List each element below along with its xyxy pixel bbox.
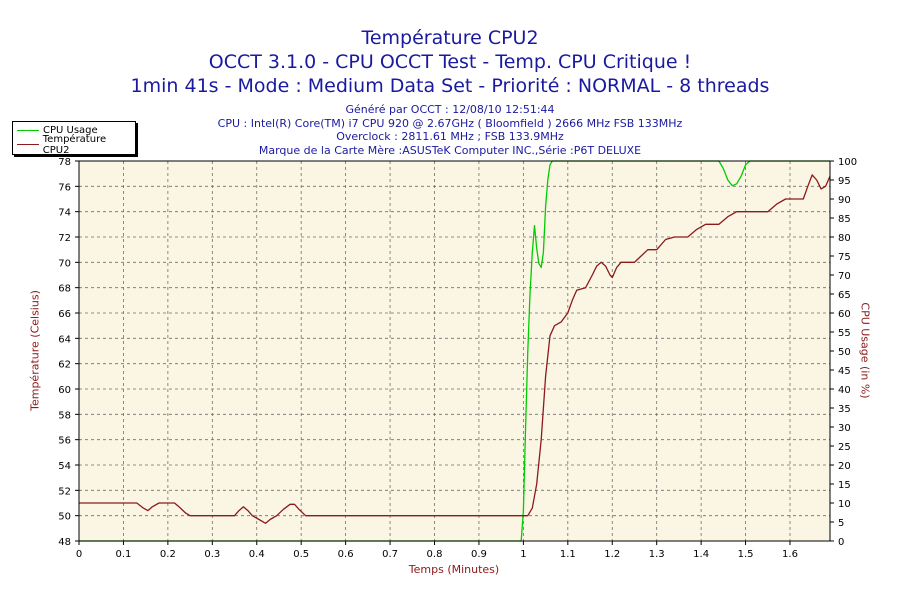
- y-left-tick-label: 72: [58, 233, 71, 244]
- y-right-tick-label: 80: [838, 233, 851, 244]
- y-left-tick-label: 74: [58, 208, 71, 219]
- x-tick-label: 1.1: [560, 549, 576, 560]
- x-tick-label: 0.6: [338, 549, 354, 560]
- x-tick-label: 1.3: [649, 549, 665, 560]
- x-tick-label: 0.1: [115, 549, 131, 560]
- info-generated: Généré par OCCT : 12/08/10 12:51:44: [345, 103, 555, 116]
- y-right-tick-label: 35: [838, 404, 851, 415]
- chart-title: Température CPU2: [361, 27, 539, 49]
- y-right-tick-label: 60: [838, 309, 851, 320]
- y-left-tick-label: 60: [58, 385, 71, 396]
- y-left-tick-label: 48: [58, 537, 71, 548]
- y-right-tick-label: 40: [838, 385, 851, 396]
- x-tick-label: 1: [520, 549, 526, 560]
- y-right-tick-label: 45: [838, 366, 851, 377]
- chart-legend: CPU Usage Température CPU2: [12, 121, 136, 156]
- y-right-tick-label: 65: [838, 290, 851, 301]
- y-left-tick-label: 66: [58, 309, 71, 320]
- x-tick-label: 1.2: [604, 549, 620, 560]
- y-left-tick-label: 52: [58, 486, 71, 497]
- y-right-tick-labels: 0 5 10 15 20 25 30 35 40 45 50 55 60 65 70 75 80 85 90 95 10…: [838, 157, 857, 548]
- y-right-tick-label: 0: [838, 537, 844, 548]
- y-right-tick-label: 90: [838, 195, 851, 206]
- y-left-tick-label: 62: [58, 360, 71, 371]
- x-tick-label: 0.8: [427, 549, 443, 560]
- legend-swatch-cpu-usage: [17, 130, 39, 131]
- x-tick-label: 1.5: [738, 549, 754, 560]
- y-left-tick-label: 56: [58, 436, 71, 447]
- y-left-tick-label: 64: [58, 334, 71, 345]
- x-tick-label: 0.9: [471, 549, 487, 560]
- y-right-tick-label: 15: [838, 480, 851, 491]
- chart-titles: Température CPU2 OCCT 3.1.0 - CPU OCCT T…: [0, 26, 900, 98]
- legend-item-cpu-usage: CPU Usage: [17, 124, 98, 137]
- y-left-tick-label: 50: [58, 512, 71, 523]
- x-tick-label: 1.4: [693, 549, 709, 560]
- y-right-tick-label: 100: [838, 157, 857, 168]
- x-axis-label: Temps (Minutes): [408, 563, 499, 576]
- legend-swatch-temperature: [17, 144, 39, 145]
- y-right-tick-label: 95: [838, 176, 851, 187]
- x-tick-label: 0.2: [160, 549, 176, 560]
- y-right-tick-label: 50: [838, 347, 851, 358]
- y-left-tick-label: 58: [58, 410, 71, 421]
- cpu-usage-line: [79, 160, 830, 542]
- y-axis-left-label: Température (Celsius): [28, 290, 42, 411]
- legend-label-cpu-usage: CPU Usage: [43, 125, 98, 136]
- plot-background: [79, 161, 830, 541]
- y-right-tick-label: 25: [838, 442, 851, 453]
- x-tick-label: 0: [76, 549, 82, 560]
- legend-item-temperature: Température CPU2: [17, 134, 135, 156]
- y-axis-right-label: CPU Usage (in %): [858, 302, 872, 399]
- x-tick-labels: 0 0.1 0.2 0.3 0.4 0.5 0.6 0.7 0.8 0.9 1 1.1 1.2 1.3 1.…: [76, 549, 798, 560]
- x-tick-label: 0.3: [204, 549, 220, 560]
- y-right-tick-label: 20: [838, 461, 851, 472]
- info-cpu: CPU : Intel(R) Core(TM) i7 CPU 920 @ 2.6…: [217, 116, 683, 130]
- y-left-tick-label: 54: [58, 461, 71, 472]
- y-right-tick-label: 5: [838, 518, 844, 529]
- y-right-tick-label: 55: [838, 328, 851, 339]
- y-left-tick-label: 78: [58, 157, 71, 168]
- y-right-tick-label: 10: [838, 499, 851, 510]
- chart-info: Généré par OCCT : 12/08/10 12:51:44 CPU …: [0, 103, 900, 157]
- x-tick-label: 1.6: [782, 549, 798, 560]
- y-right-tick-label: 70: [838, 271, 851, 282]
- grid: [75, 160, 834, 545]
- y-left-tick-label: 70: [58, 258, 71, 269]
- x-tick-label: 0.4: [249, 549, 265, 560]
- legend-label-temperature: Température CPU2: [42, 133, 107, 156]
- x-tick-label: 0.7: [382, 549, 398, 560]
- y-right-tick-label: 85: [838, 214, 851, 225]
- plot-frame: [78, 160, 831, 542]
- y-right-tick-label: 30: [838, 423, 851, 434]
- y-left-tick-labels: 48 50 52 54 56 58 60 62 64 66 68 70 72 74 76 78: [58, 157, 71, 548]
- temperature-line: [79, 174, 831, 524]
- y-right-tick-label: 75: [838, 252, 851, 263]
- chart-subtitle-1: OCCT 3.1.0 - CPU OCCT Test - Temp. CPU C…: [208, 51, 692, 73]
- x-tick-label: 0.5: [293, 549, 309, 560]
- info-overclock: Overclock : 2811.61 MHz ; FSB 133.9MHz: [336, 130, 564, 143]
- y-left-tick-label: 68: [58, 284, 71, 295]
- chart-subtitle-2: 1min 41s - Mode : Medium Data Set - Prio…: [130, 75, 770, 97]
- series-lines: [79, 160, 831, 542]
- info-motherboard: Marque de la Carte Mère :ASUSTeK Compute…: [258, 143, 642, 157]
- y-left-tick-label: 76: [58, 182, 71, 193]
